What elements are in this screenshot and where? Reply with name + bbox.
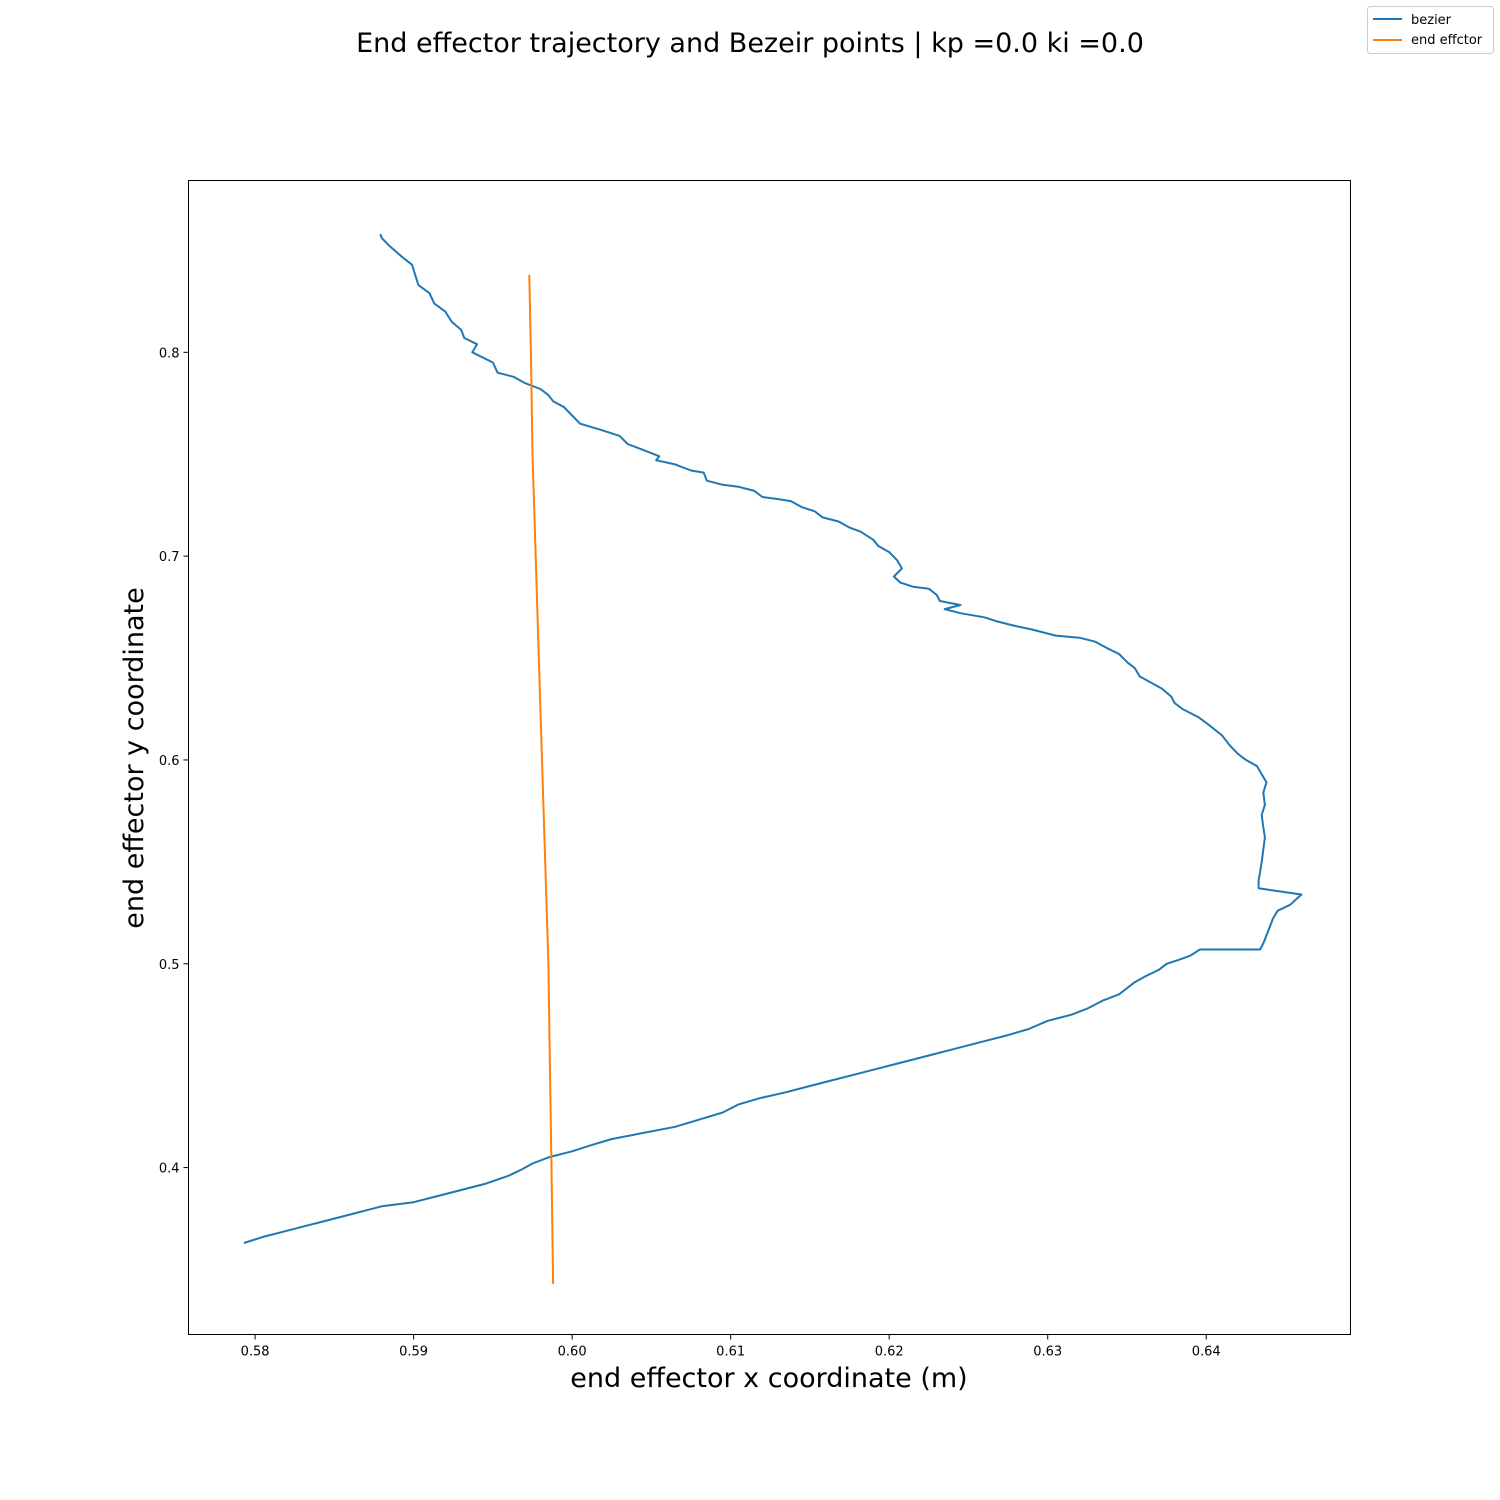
- plot-area-frame: [188, 180, 1351, 1335]
- y-tick-label: 0.5: [159, 958, 180, 973]
- x-tick-label: 0.58: [241, 1345, 270, 1360]
- y-axis-label: end effector y coordinate: [119, 587, 150, 928]
- x-axis-ticks: 0.58 0.59 0.60 0.61 0.62 0.63 0.64: [241, 1334, 1221, 1360]
- y-axis-ticks: 0.4 0.5 0.6 0.7 0.8: [159, 346, 189, 1177]
- x-tick-label: 0.64: [1192, 1345, 1221, 1360]
- legend-label-end-effctor: end effctor: [1411, 33, 1483, 48]
- x-tick-label: 0.59: [399, 1345, 428, 1360]
- y-tick-label: 0.4: [159, 1162, 180, 1177]
- x-tick-label: 0.61: [716, 1345, 745, 1360]
- legend-label-bezier: bezier: [1411, 13, 1452, 28]
- x-tick-label: 0.60: [558, 1345, 587, 1360]
- y-tick-label: 0.8: [159, 346, 180, 361]
- legend: bezier end effctor: [1367, 6, 1494, 54]
- series-layer: [243, 233, 1303, 1284]
- chart-title: End effector trajectory and Bezeir point…: [356, 28, 1144, 59]
- series-line-end-effctor: [528, 274, 555, 1284]
- x-tick-label: 0.63: [1033, 1345, 1062, 1360]
- x-tick-label: 0.62: [875, 1345, 904, 1360]
- x-axis-label: end effector x coordinate (m): [570, 1363, 967, 1394]
- y-tick-label: 0.6: [159, 754, 180, 769]
- series-line-bezier: [243, 233, 1303, 1244]
- y-tick-label: 0.7: [159, 550, 180, 565]
